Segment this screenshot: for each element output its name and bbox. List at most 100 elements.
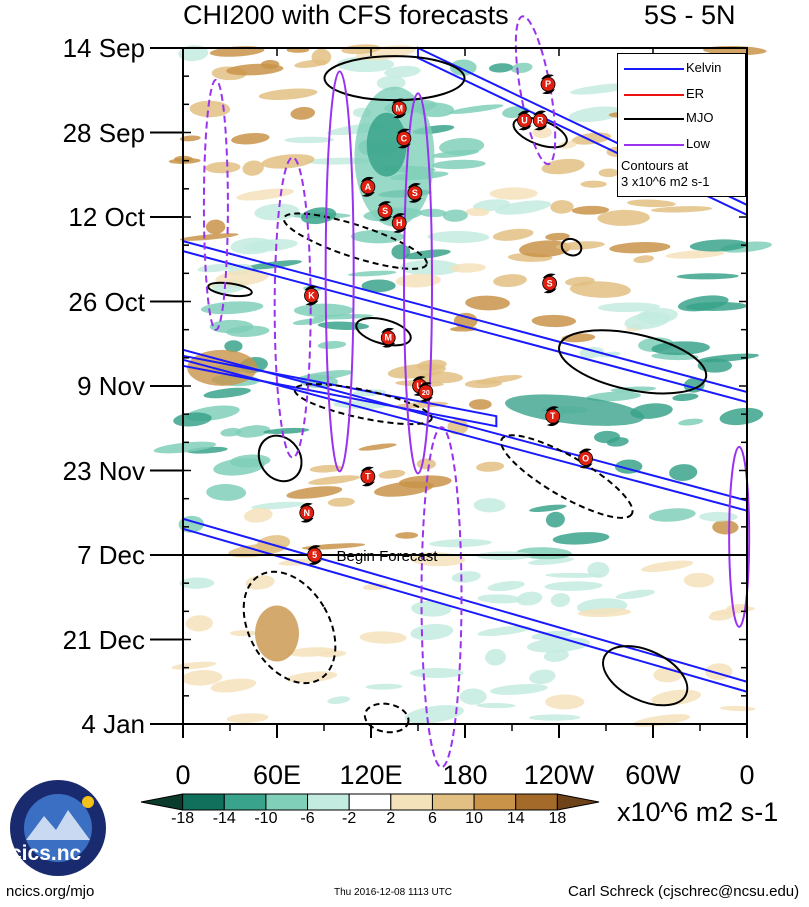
- y-tick-label: 23 Nov: [62, 455, 145, 486]
- anomaly-patch: [348, 270, 397, 277]
- anomaly-patch: [568, 106, 623, 122]
- storm-marker: H: [391, 213, 407, 233]
- anomaly-patch: [235, 425, 271, 438]
- anomaly-patch: [189, 100, 231, 118]
- mjo-contour-negative: [500, 434, 634, 519]
- storm-marker: M: [391, 98, 407, 119]
- anomaly-patch: [244, 507, 273, 523]
- y-tick-label: 21 Dec: [62, 624, 145, 655]
- anomaly-patch: [476, 702, 516, 709]
- legend-label-kelvin: Kelvin: [686, 60, 722, 75]
- anomaly-patch: [179, 577, 215, 589]
- storm-label: C: [401, 134, 408, 144]
- anomaly-patch: [442, 209, 468, 222]
- anomaly-patch: [181, 670, 223, 686]
- anomaly-patch: [327, 696, 351, 705]
- anomaly-patch: [293, 303, 354, 318]
- storm-marker: S: [542, 273, 557, 294]
- anomaly-patch: [678, 418, 704, 426]
- anomaly-patch: [431, 149, 479, 158]
- anomaly-core-wet: [505, 394, 645, 426]
- colorbar-label: -10: [254, 810, 278, 827]
- y-tick-label: 26 Oct: [68, 286, 145, 317]
- storm-marker: S: [407, 182, 423, 203]
- x-tick-label: 120E: [339, 760, 403, 790]
- colorbar-swatch: [515, 793, 558, 811]
- anomaly-patch: [565, 276, 595, 287]
- anomaly-patch: [544, 581, 603, 591]
- storm-marker: M: [380, 327, 396, 348]
- anomaly-patch: [376, 75, 406, 91]
- anomaly-patch: [648, 508, 696, 522]
- anomaly-patch: [571, 205, 610, 215]
- storm-marker: 20: [418, 382, 434, 402]
- colorbar-label: 10: [465, 810, 483, 827]
- anomaly-patch: [404, 705, 464, 724]
- anomaly-patch: [205, 219, 226, 235]
- anomaly-patch: [531, 314, 577, 328]
- x-tick-label: 60W: [625, 760, 681, 790]
- storm-icon: [304, 288, 319, 303]
- cics-logo: [10, 780, 106, 876]
- anomaly-patch: [550, 200, 574, 214]
- anomaly-patch: [459, 688, 487, 705]
- colorbar-units: x10^6 m2 s-1: [617, 797, 779, 827]
- anomaly-patch: [236, 188, 295, 201]
- x-tick-label: 0: [175, 760, 191, 790]
- colorbar-swatch: [265, 793, 309, 811]
- colorbar-swatch: [473, 793, 517, 811]
- mjo-contour-negative: [363, 702, 410, 734]
- storm-icon: [578, 451, 594, 466]
- colorbar-swatch: [348, 793, 392, 811]
- anomaly-patch: [477, 594, 522, 604]
- storm-label: O: [582, 453, 589, 463]
- anomaly-patch: [651, 206, 713, 213]
- anomaly-patch: [449, 263, 486, 273]
- anomaly-patch: [577, 608, 632, 618]
- anomaly-patch: [292, 318, 326, 326]
- anomaly-patch: [598, 168, 619, 178]
- x-tick-label: 0: [739, 760, 755, 790]
- anomaly-patch: [244, 239, 298, 252]
- low-contour: [403, 92, 433, 475]
- footer-url[interactable]: ncics.org/mjo: [6, 883, 95, 900]
- anomaly-patch: [359, 631, 407, 644]
- anomaly-patch: [719, 407, 764, 426]
- anomaly-patch: [206, 484, 247, 501]
- anomaly-patch: [449, 59, 477, 76]
- mjo-contour-positive: [207, 281, 253, 298]
- anomaly-patch: [490, 683, 548, 695]
- y-tick-label: 7 Dec: [77, 540, 145, 570]
- anomaly-patch: [448, 104, 504, 114]
- legend-label-er: ER: [686, 86, 705, 101]
- storm-marker: R: [532, 110, 548, 131]
- storm-label: K: [308, 290, 315, 300]
- legend: Kelvin ER MJO Low Contours at 3 x10^6 m2…: [617, 53, 746, 197]
- mjo-contour-negative: [293, 383, 433, 426]
- anomaly-patch: [350, 229, 405, 244]
- anomaly-core-wet: [366, 112, 407, 177]
- anomaly-patch: [633, 255, 655, 264]
- y-tick-label: 12 Oct: [68, 202, 145, 232]
- anomaly-patch: [487, 581, 525, 592]
- anomaly-patch: [178, 45, 209, 62]
- anomaly-patch: [615, 589, 655, 600]
- anomaly-patch: [489, 187, 538, 200]
- storm-icon: [532, 113, 548, 128]
- anomaly-patch: [205, 161, 241, 174]
- storm-label: M: [395, 103, 403, 113]
- anomaly-patch: [609, 242, 671, 254]
- storm-label: H: [396, 218, 403, 228]
- storm-label: A: [365, 182, 372, 192]
- anomaly-patch: [627, 199, 676, 208]
- anomaly-patch: [361, 279, 396, 293]
- anomaly-patch: [403, 249, 451, 260]
- anomaly-patch: [676, 273, 739, 280]
- colorbar-label: 14: [506, 810, 525, 827]
- anomaly-patch: [263, 427, 310, 435]
- anomaly-patch: [697, 358, 733, 373]
- storm-icon: [391, 100, 407, 116]
- anomaly-patch: [290, 106, 316, 120]
- anomaly-patch: [528, 557, 575, 565]
